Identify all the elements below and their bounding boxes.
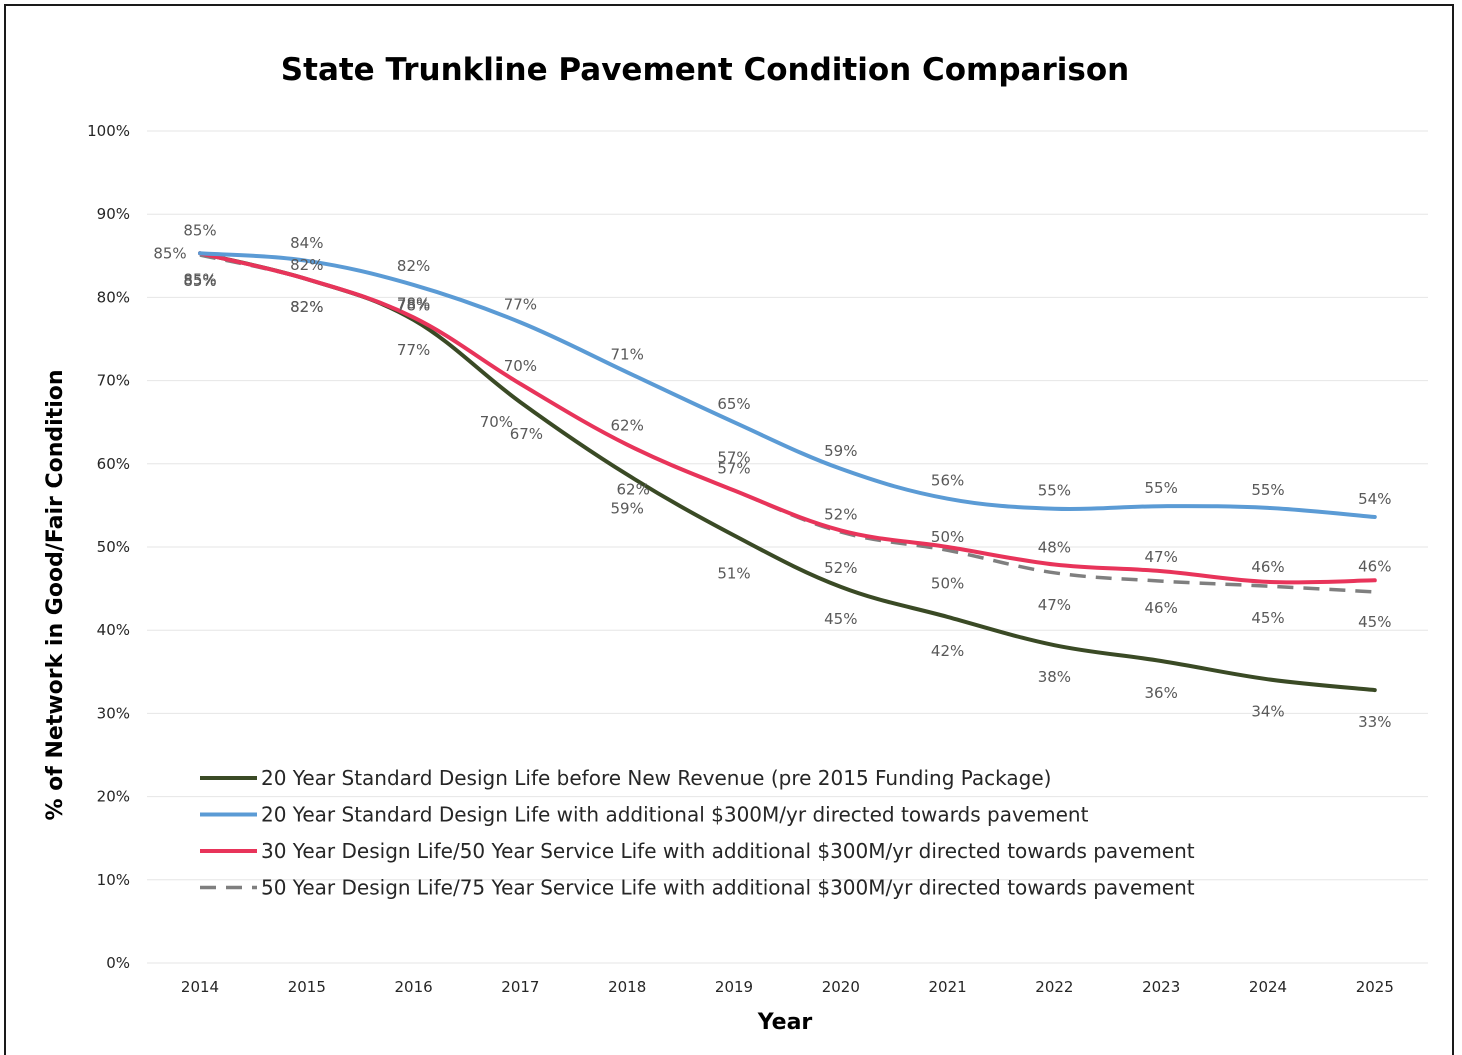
data-label-20yr-300m: 56%	[931, 472, 964, 490]
x-tick-label: 2017	[501, 978, 539, 996]
legend: 20 Year Standard Design Life before New …	[200, 766, 1195, 900]
y-tick-label: 20%	[97, 788, 130, 806]
gridlines	[147, 130, 1428, 964]
series-line-30yr-50yr	[198, 251, 1377, 585]
data-label-50yr-75yr: 62%	[617, 481, 650, 499]
legend-label: 20 Year Standard Design Life with additi…	[261, 803, 1089, 827]
x-axis-ticks: 2014 2015 2016 2017 2018 2019 2020 2021 2022 2023…	[181, 978, 1394, 996]
x-tick-label: 2019	[715, 978, 753, 996]
data-label-50yr-75yr: 78%	[397, 296, 430, 314]
data-label-pre-2015: 67%	[510, 425, 543, 443]
data-label-20yr-300m: 82%	[397, 257, 430, 275]
legend-label: 30 Year Design Life/50 Year Service Life…	[261, 839, 1195, 863]
y-tick-label: 40%	[97, 621, 130, 639]
data-label-30yr-50yr: 46%	[1251, 558, 1284, 576]
data-label-50yr-75yr: 85%	[183, 272, 216, 290]
data-label-20yr-300m: 55%	[1145, 479, 1178, 497]
data-label-pre-2015: 42%	[931, 642, 964, 660]
data-label-pre-2015: 85%	[183, 270, 216, 288]
x-tick-label: 2020	[822, 978, 860, 996]
data-label-20yr-300m: 85%	[183, 221, 216, 239]
data-label-pre-2015: 34%	[1251, 702, 1284, 720]
y-tick-label: 50%	[97, 538, 130, 556]
x-tick-label: 2025	[1356, 978, 1394, 996]
x-tick-label: 2021	[929, 978, 967, 996]
data-label-50yr-75yr: 82%	[290, 298, 323, 316]
data-label-20yr-300m: 84%	[290, 234, 323, 252]
data-label-pre-2015: 59%	[611, 500, 644, 518]
y-axis-title: % of Network in Good/Fair Condition	[43, 369, 68, 820]
data-label-30yr-50yr: 57%	[717, 459, 750, 477]
x-tick-label: 2018	[608, 978, 646, 996]
data-label-30yr-50yr: 70%	[504, 357, 537, 375]
x-tick-label: 2014	[181, 978, 219, 996]
series-line-20yr-300m	[198, 251, 1377, 519]
data-label-30yr-50yr: 85%	[153, 244, 186, 262]
y-axis-ticks: 0% 10% 20% 30% 40% 50% 60% 70% 80% 90% 100%	[87, 122, 130, 972]
data-label-pre-2015: 45%	[824, 610, 857, 628]
data-label-30yr-50yr: 78%	[397, 294, 430, 312]
data-label-50yr-75yr: 46%	[1145, 599, 1178, 617]
data-label-30yr-50yr: 52%	[824, 505, 857, 523]
x-tick-label: 2015	[288, 978, 326, 996]
chart-title: State Trunkline Pavement Condition Compa…	[281, 52, 1129, 88]
y-tick-label: 90%	[97, 205, 130, 223]
y-tick-label: 80%	[97, 288, 130, 306]
y-tick-label: 10%	[97, 871, 130, 889]
data-label-50yr-75yr: 52%	[824, 559, 857, 577]
data-label-20yr-300m: 55%	[1038, 482, 1071, 500]
legend-label: 20 Year Standard Design Life before New …	[261, 766, 1051, 790]
data-label-20yr-300m: 65%	[717, 395, 750, 413]
data-label-30yr-50yr: 47%	[1145, 548, 1178, 566]
x-tick-label: 2016	[395, 978, 433, 996]
data-labels: 85% 82% 77% 67% 59% 51% 45% 42% 38% 36% 34% 33% 85% 8…	[153, 221, 1391, 731]
x-tick-label: 2023	[1142, 978, 1180, 996]
data-label-50yr-75yr: 47%	[1038, 596, 1071, 614]
data-label-30yr-50yr: 46%	[1358, 557, 1391, 575]
series-line-pre-2015	[198, 251, 1377, 693]
x-tick-label: 2022	[1035, 978, 1073, 996]
data-label-pre-2015: 82%	[290, 298, 323, 316]
data-label-50yr-75yr: 45%	[1358, 613, 1391, 631]
legend-item-20yr-300m: 20 Year Standard Design Life with additi…	[200, 803, 1089, 827]
data-label-50yr-75yr: 45%	[1251, 609, 1284, 627]
data-label-pre-2015: 51%	[717, 564, 750, 582]
data-label-50yr-75yr: 50%	[931, 574, 964, 592]
legend-label: 50 Year Design Life/75 Year Service Life…	[261, 876, 1195, 900]
y-tick-label: 70%	[97, 372, 130, 390]
data-label-30yr-50yr: 48%	[1038, 538, 1071, 556]
y-tick-label: 100%	[87, 122, 130, 140]
legend-item-50yr-75yr: 50 Year Design Life/75 Year Service Life…	[200, 876, 1195, 900]
data-label-20yr-300m: 54%	[1358, 490, 1391, 508]
x-axis-title: Year	[757, 1010, 813, 1035]
y-tick-label: 60%	[97, 455, 130, 473]
data-label-20yr-300m: 71%	[611, 345, 644, 363]
data-label-50yr-75yr: 57%	[717, 448, 750, 466]
legend-item-30yr-50yr: 30 Year Design Life/50 Year Service Life…	[200, 839, 1195, 863]
data-label-30yr-50yr: 50%	[931, 528, 964, 546]
data-label-20yr-300m: 77%	[504, 295, 537, 313]
data-label-20yr-300m: 55%	[1251, 481, 1284, 499]
data-label-pre-2015: 36%	[1145, 684, 1178, 702]
data-label-pre-2015: 38%	[1038, 668, 1071, 686]
data-label-pre-2015: 77%	[397, 341, 430, 359]
series-line-50yr-75yr	[199, 253, 1375, 594]
y-tick-label: 30%	[97, 704, 130, 722]
y-tick-label: 0%	[106, 954, 130, 972]
data-label-30yr-50yr: 82%	[290, 256, 323, 274]
data-label-50yr-75yr: 70%	[480, 413, 513, 431]
data-label-30yr-50yr: 62%	[611, 417, 644, 435]
legend-item-pre-2015: 20 Year Standard Design Life before New …	[200, 766, 1051, 790]
data-label-pre-2015: 33%	[1358, 713, 1391, 731]
x-tick-label: 2024	[1249, 978, 1287, 996]
series-lines	[198, 251, 1377, 693]
data-label-20yr-300m: 59%	[824, 442, 857, 460]
